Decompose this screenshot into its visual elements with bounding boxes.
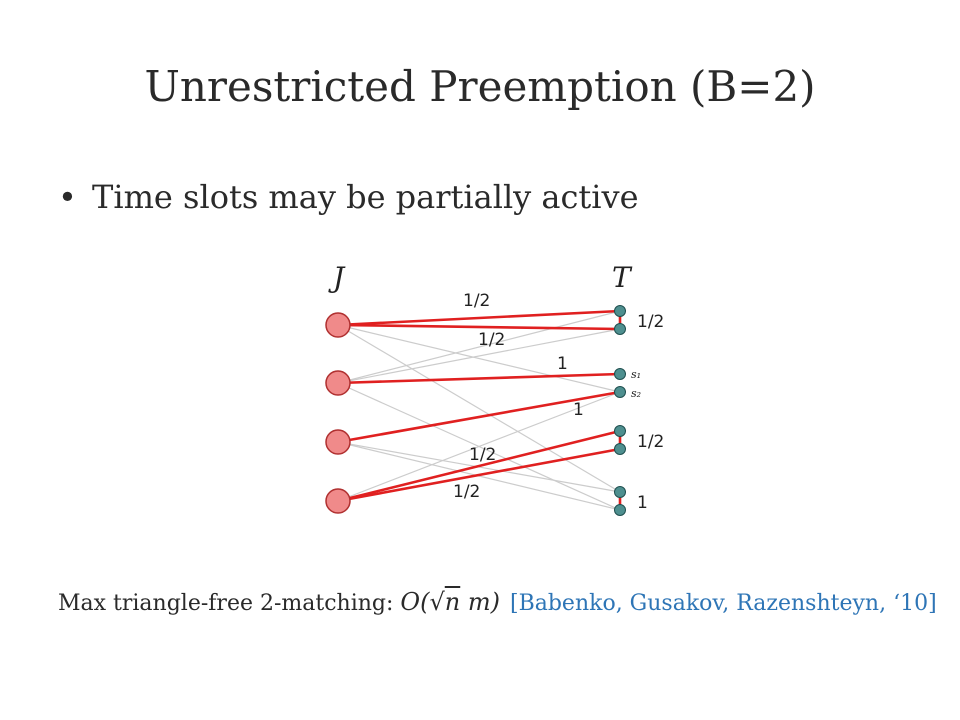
jobs-column-label: J xyxy=(328,261,346,294)
inactive-edges xyxy=(337,310,621,511)
formula-prefix: O(√ xyxy=(400,588,445,616)
inactive-edge xyxy=(337,310,621,384)
slot-nodes xyxy=(614,305,626,516)
active-edge xyxy=(337,429,621,503)
active-edge xyxy=(337,447,621,503)
slot-name-label: s₁ xyxy=(631,368,641,381)
active-edge xyxy=(337,390,621,444)
slot-name-label: s₂ xyxy=(631,387,641,400)
slot-node xyxy=(614,323,626,335)
edge-weight-label: 1 xyxy=(573,400,584,420)
footer-text: Max triangle-free 2-matching: xyxy=(58,591,401,616)
active-edge xyxy=(337,323,621,331)
job-node xyxy=(325,370,351,396)
inactive-edge xyxy=(337,328,621,384)
inactive-edge xyxy=(337,391,621,502)
edge-weight-label: 1/2 xyxy=(478,330,505,350)
bullet-item: • Time slots may be partially active xyxy=(58,178,639,216)
slots-column-label: T xyxy=(612,261,633,294)
slot-node xyxy=(614,425,626,437)
slot-node xyxy=(614,504,626,516)
bullet-dot-icon: • xyxy=(58,178,77,216)
citation: [Babenko, Gusakov, Razenshteyn, ‘10] xyxy=(509,591,937,616)
active-edge xyxy=(337,309,621,327)
slot-node xyxy=(614,486,626,498)
job-node xyxy=(325,429,351,455)
formula-radicand: n xyxy=(444,588,461,616)
pair-weight-labels: 1/2 1/2 1 xyxy=(637,312,664,513)
edge-weight-label: 1/2 xyxy=(463,291,490,311)
pair-weight-label: 1/2 xyxy=(637,312,664,332)
job-node xyxy=(325,488,351,514)
footer-line: Max triangle-free 2-matching: O(√n m) [Ba… xyxy=(58,588,937,616)
edge-weight-label: 1/2 xyxy=(469,445,496,465)
slide-title: Unrestricted Preemption (B=2) xyxy=(144,62,816,111)
edge-weight-label: 1/2 xyxy=(453,482,480,502)
job-nodes xyxy=(325,312,351,514)
bullet-text: Time slots may be partially active xyxy=(92,178,639,216)
pair-weight-label: 1 xyxy=(637,493,648,513)
slot-node xyxy=(614,368,626,380)
edge-weight-labels: 1/2 1/2 1 1 1/2 1/2 xyxy=(453,291,584,502)
inactive-edge xyxy=(337,324,621,493)
inactive-edge xyxy=(337,324,621,393)
active-edges xyxy=(337,309,621,503)
edge-weight-label: 1 xyxy=(557,354,568,374)
active-edge xyxy=(337,372,621,385)
slot-node xyxy=(614,386,626,398)
slot-node xyxy=(614,443,626,455)
pair-weight-label: 1/2 xyxy=(637,432,664,452)
complexity-formula: O(√n m) xyxy=(400,588,500,616)
job-node xyxy=(325,312,351,338)
slot-node xyxy=(614,305,626,317)
formula-suffix: m) xyxy=(460,588,500,616)
